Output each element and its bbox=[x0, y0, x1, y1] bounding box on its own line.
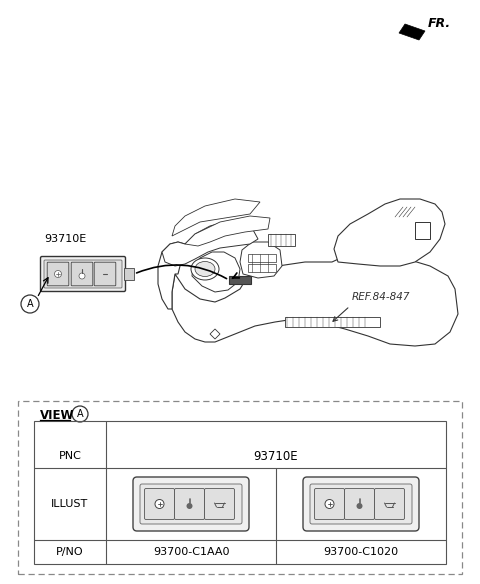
Circle shape bbox=[325, 499, 334, 509]
Polygon shape bbox=[172, 252, 458, 346]
FancyBboxPatch shape bbox=[345, 488, 374, 520]
Circle shape bbox=[187, 503, 192, 509]
Text: P/NO: P/NO bbox=[56, 547, 84, 557]
FancyBboxPatch shape bbox=[94, 262, 116, 286]
FancyBboxPatch shape bbox=[133, 477, 249, 531]
Text: VIEW: VIEW bbox=[40, 409, 74, 422]
FancyBboxPatch shape bbox=[47, 262, 69, 286]
Circle shape bbox=[155, 499, 164, 509]
Circle shape bbox=[21, 295, 39, 313]
Circle shape bbox=[357, 503, 362, 509]
Polygon shape bbox=[185, 216, 270, 246]
FancyBboxPatch shape bbox=[40, 256, 125, 291]
Polygon shape bbox=[399, 24, 425, 40]
Bar bbox=[34, 421, 446, 564]
Polygon shape bbox=[162, 222, 258, 266]
Polygon shape bbox=[172, 199, 260, 236]
Text: 93710E: 93710E bbox=[254, 450, 298, 463]
Circle shape bbox=[72, 406, 88, 422]
Bar bbox=[285, 317, 380, 327]
Polygon shape bbox=[415, 222, 430, 239]
Bar bbox=[248, 254, 276, 262]
FancyBboxPatch shape bbox=[144, 488, 175, 520]
Bar bbox=[124, 268, 134, 280]
Text: A: A bbox=[27, 299, 33, 309]
Text: 93710E: 93710E bbox=[44, 234, 86, 244]
FancyBboxPatch shape bbox=[204, 488, 235, 520]
Polygon shape bbox=[210, 329, 220, 339]
Circle shape bbox=[55, 270, 61, 277]
Text: A: A bbox=[77, 409, 84, 419]
Text: FR.: FR. bbox=[428, 17, 451, 30]
Polygon shape bbox=[268, 234, 295, 246]
Polygon shape bbox=[192, 252, 240, 292]
Polygon shape bbox=[334, 199, 445, 266]
Text: REF.84-847: REF.84-847 bbox=[352, 292, 410, 302]
FancyBboxPatch shape bbox=[310, 484, 412, 524]
FancyBboxPatch shape bbox=[374, 488, 405, 520]
Bar bbox=[229, 276, 251, 284]
Bar bbox=[18, 401, 462, 574]
FancyBboxPatch shape bbox=[175, 488, 204, 520]
Text: PNC: PNC bbox=[59, 451, 82, 461]
FancyBboxPatch shape bbox=[314, 488, 345, 520]
Ellipse shape bbox=[195, 262, 215, 276]
Circle shape bbox=[79, 273, 85, 279]
FancyBboxPatch shape bbox=[71, 262, 93, 286]
Polygon shape bbox=[240, 242, 282, 278]
FancyBboxPatch shape bbox=[140, 484, 242, 524]
Text: ILLUST: ILLUST bbox=[51, 499, 89, 509]
Text: 93700-C1020: 93700-C1020 bbox=[324, 547, 398, 557]
Text: 93700-C1AA0: 93700-C1AA0 bbox=[153, 547, 229, 557]
Ellipse shape bbox=[191, 258, 219, 280]
FancyBboxPatch shape bbox=[44, 260, 122, 288]
Polygon shape bbox=[158, 242, 185, 309]
Bar bbox=[248, 264, 276, 272]
FancyBboxPatch shape bbox=[303, 477, 419, 531]
